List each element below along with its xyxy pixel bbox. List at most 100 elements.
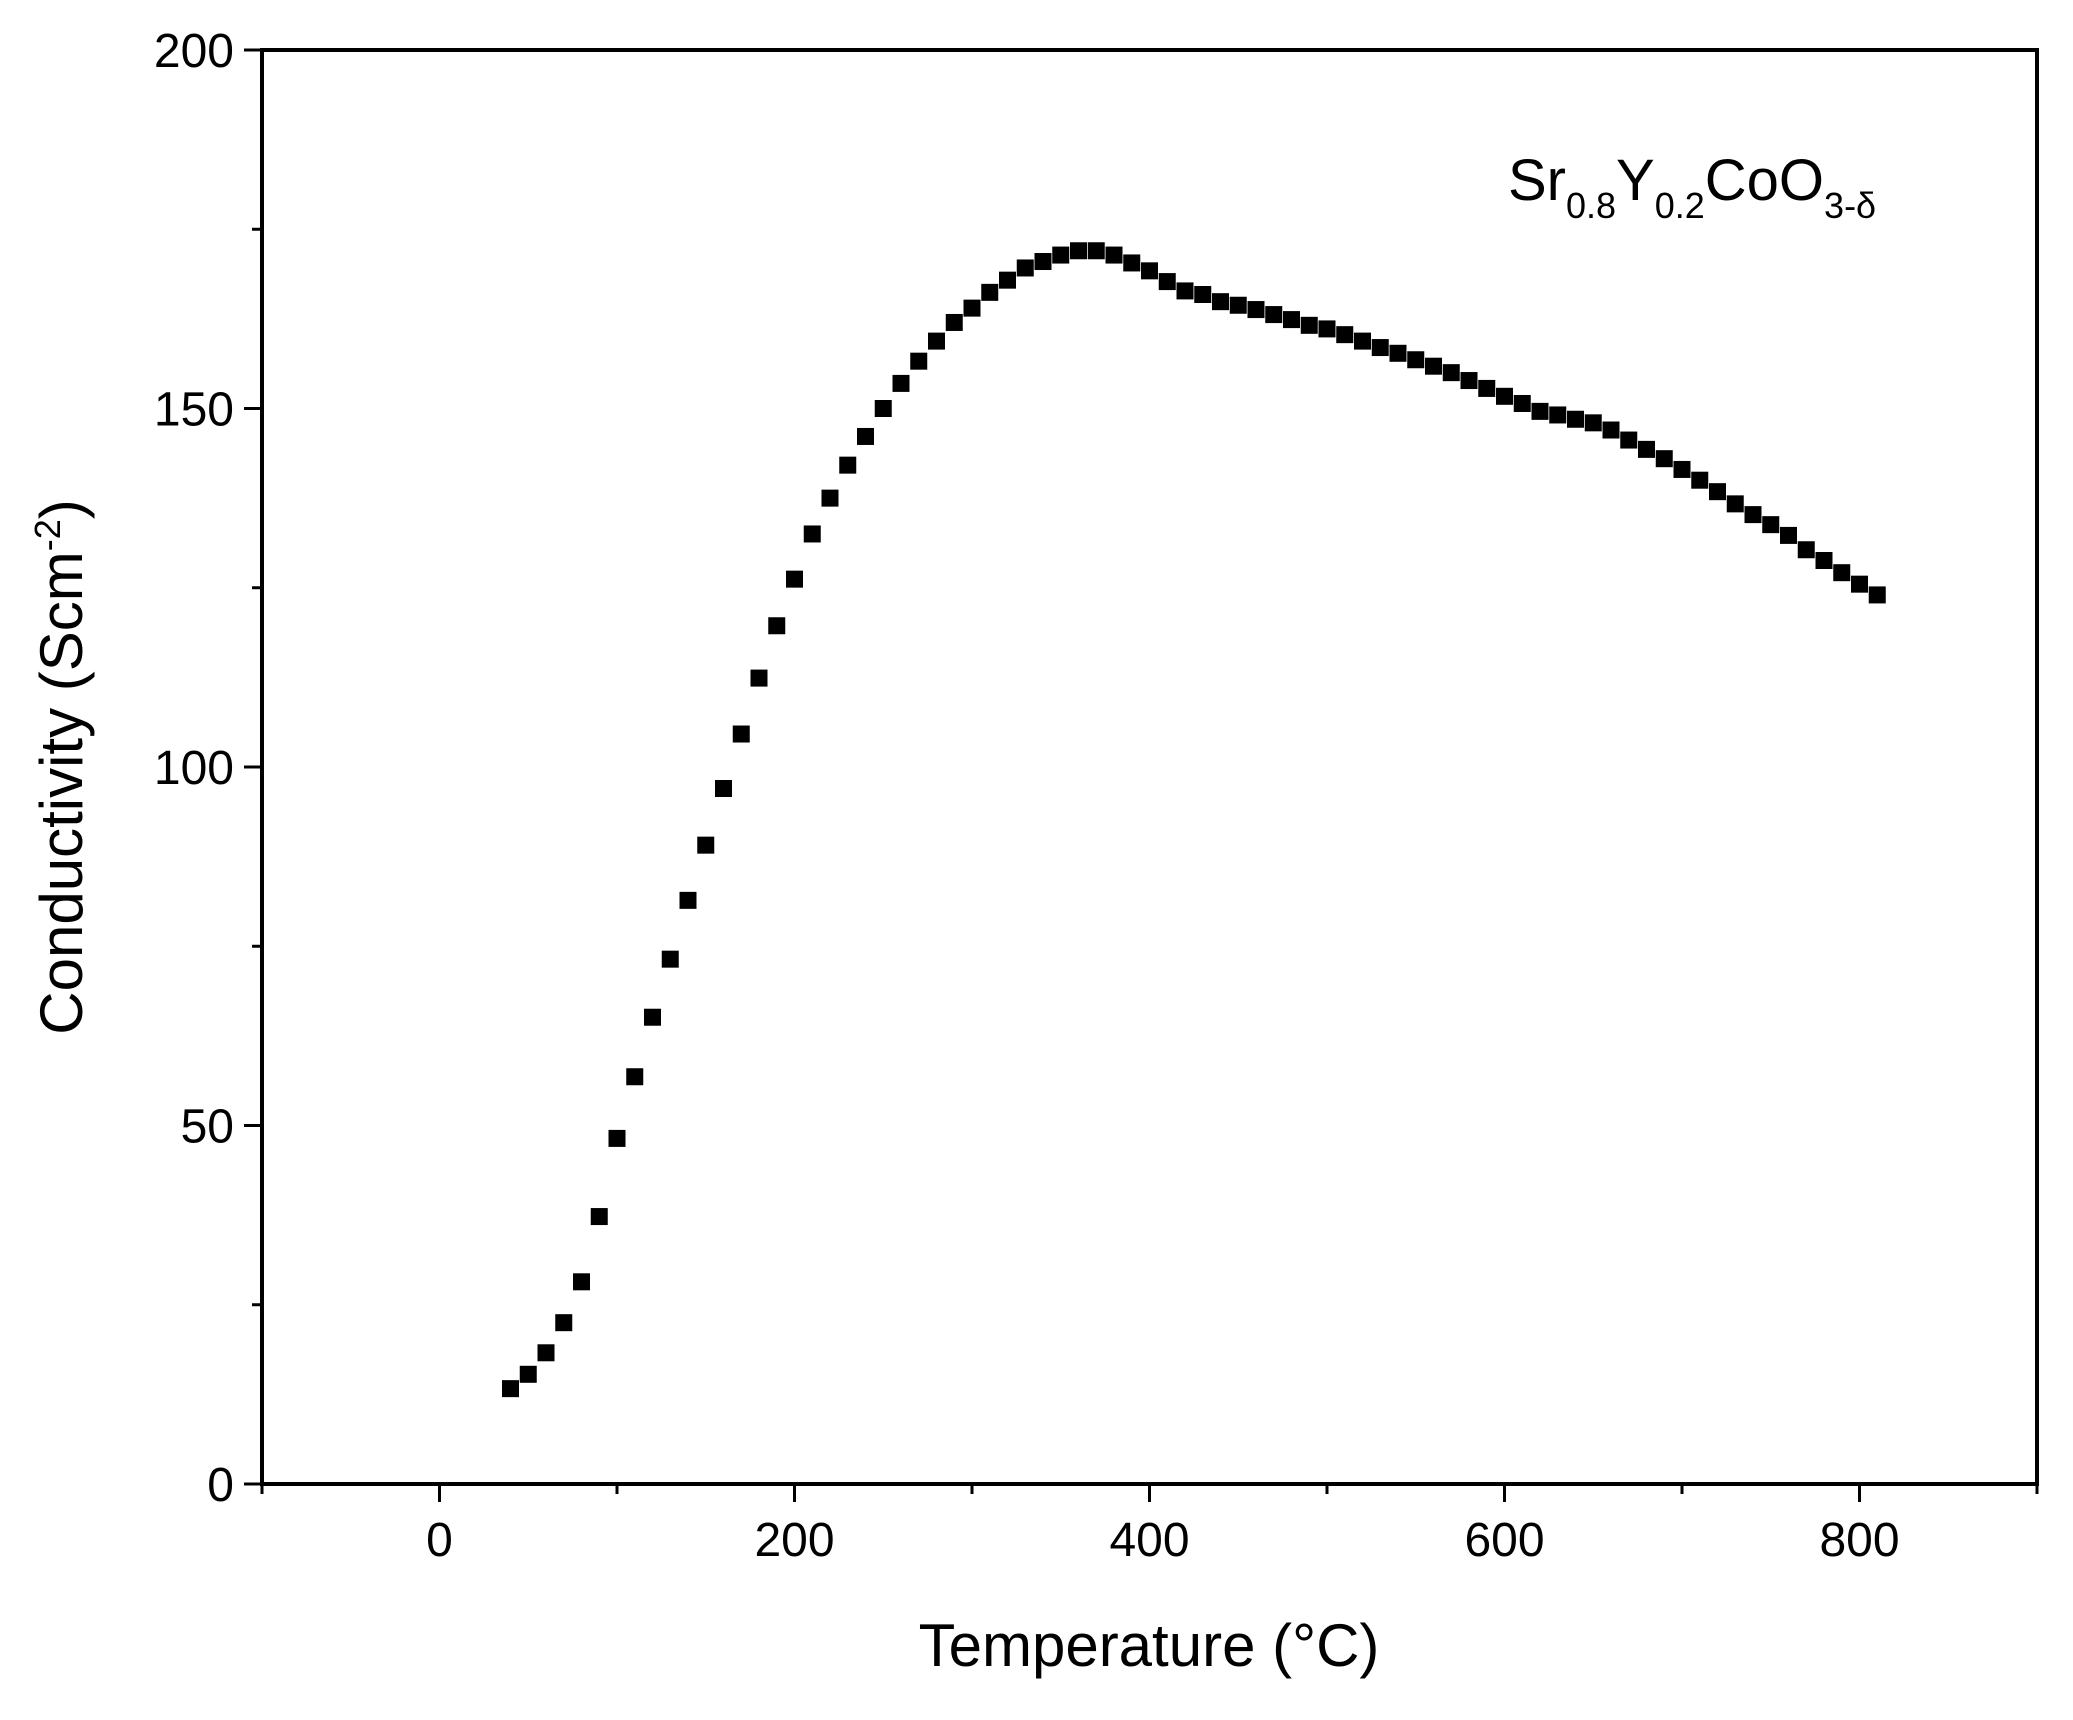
data-point xyxy=(1797,541,1815,559)
data-point xyxy=(1105,246,1123,264)
data-point xyxy=(608,1129,626,1147)
data-point xyxy=(1300,316,1318,334)
data-point xyxy=(1851,575,1868,593)
data-point xyxy=(910,352,928,370)
data-point xyxy=(1460,372,1478,390)
data-point xyxy=(626,1068,644,1086)
data-point xyxy=(519,1365,537,1383)
data-point xyxy=(821,489,839,507)
x-tick-label: 0 xyxy=(426,1514,453,1567)
data-point xyxy=(857,427,874,445)
data-point xyxy=(1070,242,1087,260)
data-point xyxy=(1034,253,1052,271)
data-point xyxy=(1052,246,1070,264)
data-point xyxy=(1868,586,1886,604)
text-segment: CoO xyxy=(1705,148,1824,213)
data-point xyxy=(679,891,697,909)
data-point xyxy=(1158,273,1176,291)
data-point xyxy=(1283,311,1300,329)
data-point xyxy=(1833,564,1851,582)
data-point xyxy=(1442,364,1460,382)
x-axis-label: Temperature (°C) xyxy=(919,1612,1380,1679)
y-tick-label: 200 xyxy=(154,25,234,78)
data-point xyxy=(1087,242,1105,260)
data-point xyxy=(1229,296,1247,314)
data-point xyxy=(1478,379,1496,397)
data-point xyxy=(1141,262,1158,280)
y-tick-label: 150 xyxy=(154,384,234,437)
y-axis-label: Conductivity (Scm-2) xyxy=(27,499,95,1034)
data-point xyxy=(1265,306,1283,324)
data-point xyxy=(1371,339,1389,357)
data-point xyxy=(1620,431,1638,449)
data-point xyxy=(768,617,786,635)
data-point xyxy=(1336,326,1354,344)
data-point xyxy=(1318,320,1336,338)
subscript: 3-δ xyxy=(1824,185,1876,226)
data-point xyxy=(963,299,981,317)
data-point xyxy=(661,950,679,968)
x-tick-label: 200 xyxy=(754,1514,834,1567)
data-point xyxy=(502,1380,519,1398)
data-point xyxy=(1602,421,1620,439)
data-point xyxy=(945,313,963,331)
subscript: 0.8 xyxy=(1566,185,1616,226)
data-point xyxy=(715,780,732,798)
data-point xyxy=(786,570,803,588)
data-point xyxy=(928,332,945,350)
superscript: -2 xyxy=(27,519,68,551)
data-point xyxy=(1655,450,1673,468)
data-point xyxy=(892,374,910,392)
data-point xyxy=(590,1208,608,1226)
y-tick-label: 50 xyxy=(181,1101,234,1154)
data-point xyxy=(537,1344,555,1362)
data-point xyxy=(1815,552,1833,570)
data-point xyxy=(1726,495,1744,513)
x-tick-label: 600 xyxy=(1464,1514,1544,1567)
data-point xyxy=(1780,526,1797,544)
annotation: Sr0.8Y0.2CoO3-δ xyxy=(1508,148,1876,226)
text-segment: Sr xyxy=(1508,148,1566,213)
data-point xyxy=(1691,471,1709,489)
data-point xyxy=(732,725,750,743)
data-point xyxy=(839,456,857,474)
data-point xyxy=(1123,254,1141,272)
data-point xyxy=(1354,332,1371,350)
data-point xyxy=(1709,483,1726,501)
data-point xyxy=(573,1273,590,1291)
subscript: 0.2 xyxy=(1655,185,1705,226)
data-point xyxy=(999,271,1016,289)
text-segment: Conductivity (Scm xyxy=(28,551,95,1034)
data-point xyxy=(555,1314,573,1332)
data-point xyxy=(1016,259,1034,277)
data-point xyxy=(1247,301,1265,319)
data-point xyxy=(1194,285,1212,303)
data-point xyxy=(1425,357,1442,375)
data-point xyxy=(1176,282,1194,300)
x-tick-label: 800 xyxy=(1819,1514,1899,1567)
data-point xyxy=(644,1008,661,1026)
data-point xyxy=(1389,344,1407,362)
data-point xyxy=(1513,394,1531,412)
data-point xyxy=(1744,506,1762,524)
text-segment: Y xyxy=(1616,148,1655,213)
text-segment: ) xyxy=(28,499,95,519)
data-point xyxy=(1531,402,1549,420)
data-point xyxy=(1638,440,1655,458)
data-point xyxy=(1549,406,1567,424)
data-point xyxy=(750,669,768,687)
data-point xyxy=(1496,387,1513,405)
y-tick-label: 100 xyxy=(154,742,234,795)
y-tick-label: 0 xyxy=(207,1459,234,1512)
data-point xyxy=(697,836,715,854)
data-point xyxy=(1584,414,1602,432)
data-point xyxy=(1212,293,1229,311)
data-point xyxy=(803,525,821,543)
data-point xyxy=(874,400,892,417)
data-point xyxy=(981,283,999,301)
x-tick-label: 400 xyxy=(1109,1514,1189,1567)
data-point xyxy=(1567,410,1584,428)
data-point xyxy=(1762,516,1780,534)
